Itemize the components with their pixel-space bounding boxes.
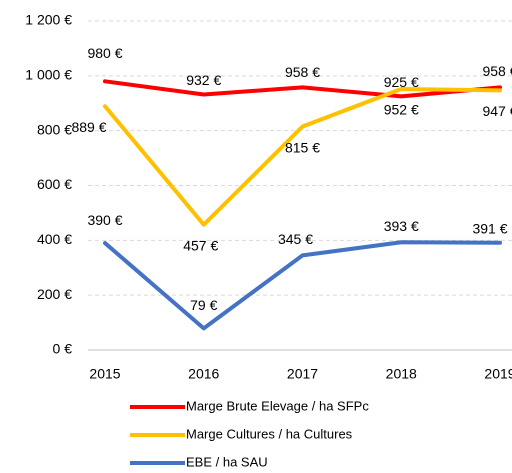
x-tick-label: 2016 [188, 366, 219, 382]
data-label: 947 € [482, 103, 512, 119]
y-tick-label: 1 200 € [25, 12, 72, 28]
data-label: 390 € [87, 212, 122, 228]
x-tick-label: 2015 [89, 366, 120, 382]
line-series [103, 240, 502, 331]
x-tick-label: 2018 [386, 366, 417, 382]
legend-label: EBE / ha SAU [186, 454, 268, 469]
data-label: 79 € [190, 297, 217, 313]
line-series [103, 86, 502, 227]
y-tick-label: 1 000 € [25, 67, 72, 83]
legend-label: Marge Brute Elevage / ha SFPc [186, 398, 369, 413]
data-label: 958 € [482, 63, 512, 79]
data-label: 958 € [285, 64, 320, 80]
line-series [103, 79, 502, 99]
data-label: 393 € [384, 218, 419, 234]
data-label: 345 € [278, 231, 313, 247]
data-label: 457 € [183, 237, 218, 253]
y-tick-label: 600 € [37, 176, 72, 192]
y-tick-label: 0 € [53, 341, 73, 357]
data-label: 925 € [384, 74, 419, 90]
data-label: 391 € [472, 221, 507, 237]
data-label: 952 € [384, 102, 419, 118]
y-tick-label: 400 € [37, 231, 72, 247]
data-label: 889 € [71, 119, 106, 135]
data-label: 815 € [285, 139, 320, 155]
legend-label: Marge Cultures / ha Cultures [186, 426, 353, 441]
x-tick-label: 2017 [287, 366, 318, 382]
data-label: 980 € [87, 45, 122, 61]
y-tick-label: 200 € [37, 286, 72, 302]
y-tick-label: 800 € [37, 121, 72, 137]
x-tick-label: 2019 [484, 366, 512, 382]
data-label: 932 € [186, 72, 221, 88]
